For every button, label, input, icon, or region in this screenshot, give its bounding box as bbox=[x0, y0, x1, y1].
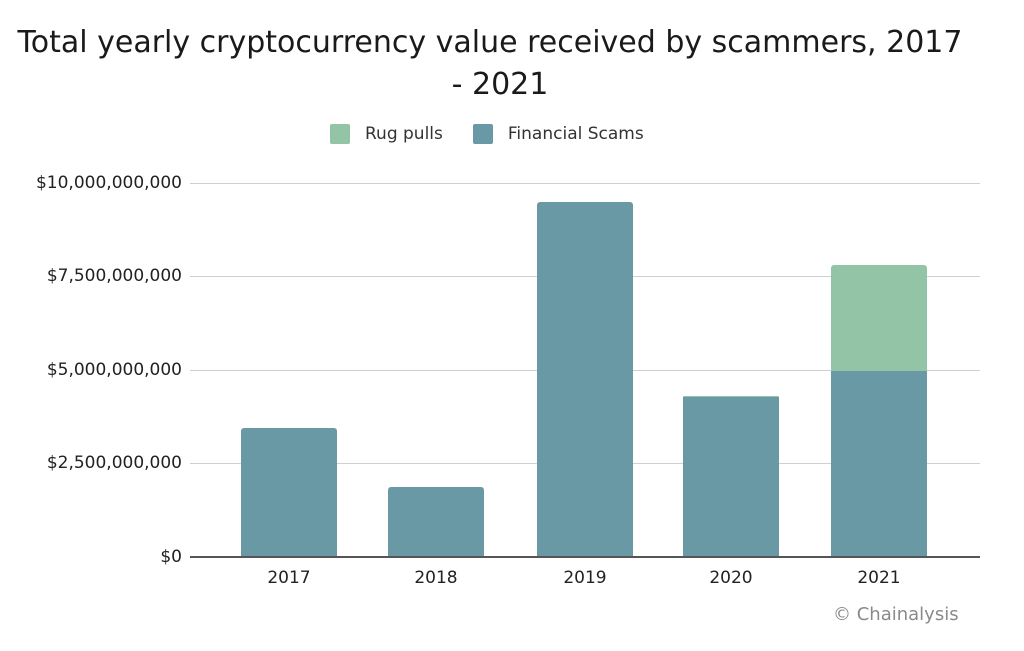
x-axis-line bbox=[190, 556, 980, 558]
x-tick-label: 2018 bbox=[414, 568, 458, 588]
legend-swatch-financial-scams bbox=[472, 124, 493, 144]
gridline bbox=[190, 183, 980, 184]
x-tick-label: 2019 bbox=[563, 568, 607, 588]
legend-label: Financial Scams bbox=[507, 124, 644, 144]
bar-segment-financial-scams[interactable] bbox=[831, 371, 927, 556]
y-tick-label: $10,000,000,000 bbox=[35, 173, 182, 193]
bar-segment-rug-pulls[interactable] bbox=[683, 395, 779, 398]
source-credit: © Chainalysis bbox=[833, 604, 959, 625]
legend-item-rug-pulls[interactable]: Rug pulls bbox=[330, 124, 443, 144]
bar-segment-rug-pulls[interactable] bbox=[831, 265, 927, 372]
x-tick-label: 2020 bbox=[709, 568, 753, 588]
bar-2017[interactable] bbox=[241, 428, 337, 556]
legend-label: Rug pulls bbox=[365, 124, 443, 144]
y-tick-label: $7,500,000,000 bbox=[46, 266, 182, 286]
bar-segment-financial-scams[interactable] bbox=[683, 397, 779, 556]
plot-area bbox=[190, 183, 980, 558]
x-tick-label: 2021 bbox=[857, 568, 901, 588]
bar-segment-financial-scams[interactable] bbox=[241, 428, 337, 556]
bar-segment-financial-scams[interactable] bbox=[388, 487, 484, 556]
bar-2018[interactable] bbox=[388, 487, 484, 556]
y-tick-label: $2,500,000,000 bbox=[46, 453, 182, 473]
bar-2021[interactable] bbox=[831, 265, 927, 556]
legend-swatch-rug-pulls bbox=[330, 124, 350, 144]
chart-title-line-1: Total yearly cryptocurrency value receiv… bbox=[17, 25, 963, 60]
bar-segment-financial-scams[interactable] bbox=[537, 202, 633, 556]
y-tick-label: $0 bbox=[160, 547, 182, 567]
y-tick-label: $5,000,000,000 bbox=[46, 360, 182, 380]
chart-title-line-2: - 2021 bbox=[451, 67, 549, 102]
legend-item-financial-scams[interactable]: Financial Scams bbox=[472, 124, 644, 144]
bar-2020[interactable] bbox=[683, 395, 779, 556]
bar-2019[interactable] bbox=[537, 202, 633, 556]
x-tick-label: 2017 bbox=[267, 568, 311, 588]
chart-title: Total yearly cryptocurrency value receiv… bbox=[0, 22, 980, 106]
chart-legend: Rug pulls Financial Scams bbox=[330, 124, 674, 144]
